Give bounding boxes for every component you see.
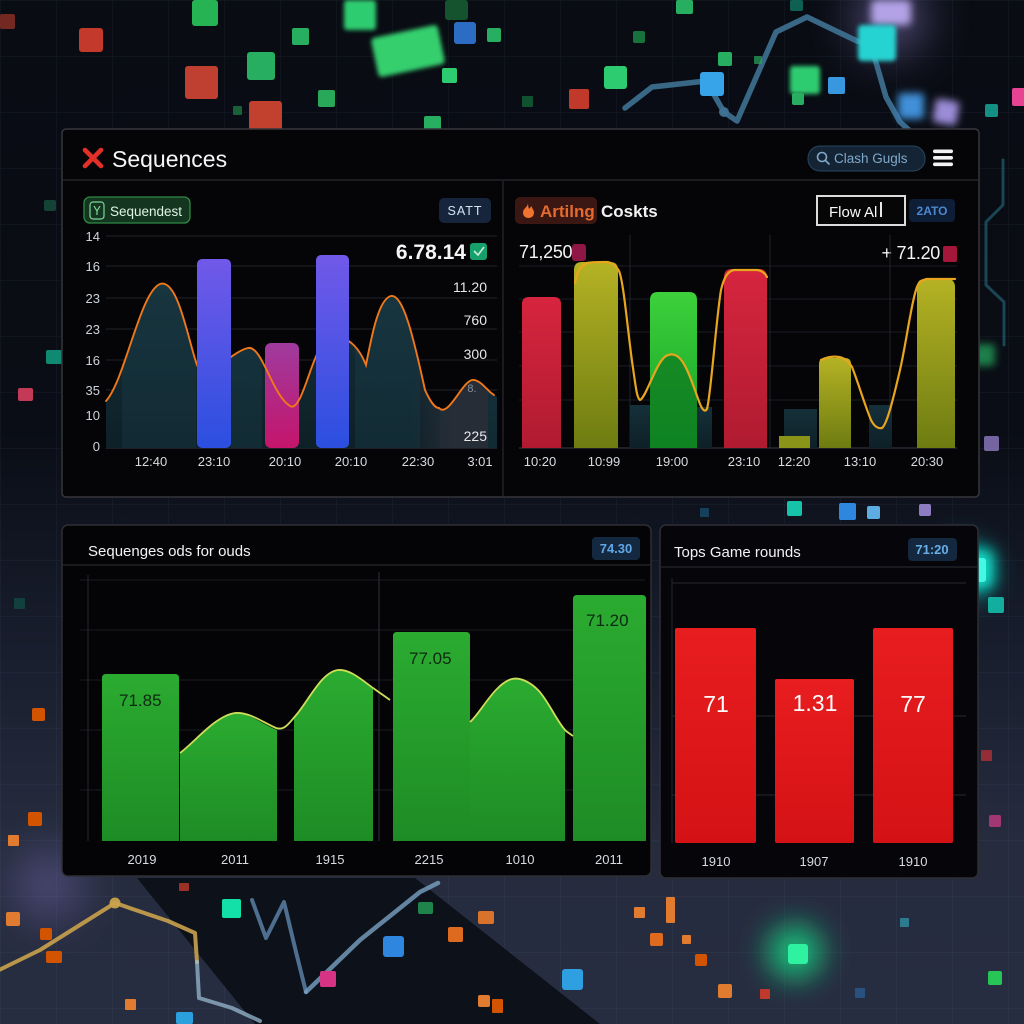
svg-text:14: 14 — [86, 229, 100, 244]
svg-text:+ 71.20: + 71.20 — [882, 243, 941, 263]
svg-text:2215: 2215 — [415, 852, 444, 867]
svg-text:Tops Game rounds: Tops Game rounds — [674, 544, 801, 561]
svg-text:8.: 8. — [467, 383, 476, 395]
svg-text:10:99: 10:99 — [588, 454, 621, 469]
svg-text:12:40: 12:40 — [135, 454, 168, 469]
svg-text:2011: 2011 — [595, 852, 623, 867]
svg-text:1915: 1915 — [316, 852, 345, 867]
svg-text:Sequences: Sequences — [112, 146, 227, 172]
svg-text:225: 225 — [464, 428, 488, 444]
svg-text:0: 0 — [93, 439, 100, 454]
svg-text:Artilng: Artilng — [540, 202, 595, 221]
svg-text:23:10: 23:10 — [198, 454, 231, 469]
svg-text:35: 35 — [86, 383, 100, 398]
svg-text:20:30: 20:30 — [911, 454, 944, 469]
svg-text:300: 300 — [464, 346, 488, 362]
svg-text:11.20: 11.20 — [453, 279, 487, 295]
svg-text:74.30: 74.30 — [600, 541, 633, 556]
svg-text:2011: 2011 — [221, 852, 249, 867]
svg-text:Sequendest: Sequendest — [110, 204, 182, 219]
svg-text:23:10: 23:10 — [728, 454, 761, 469]
svg-text:1010: 1010 — [506, 852, 535, 867]
svg-text:2ATO: 2ATO — [917, 204, 948, 218]
svg-text:16: 16 — [86, 353, 100, 368]
svg-text:1910: 1910 — [702, 854, 731, 869]
svg-text:6.78.14: 6.78.14 — [396, 241, 466, 264]
svg-text:71: 71 — [703, 691, 729, 717]
svg-text:16: 16 — [86, 259, 100, 274]
svg-text:71:20: 71:20 — [915, 542, 948, 557]
svg-text:Sequenges ods for ouds: Sequenges ods for ouds — [88, 543, 251, 560]
svg-text:71,250: 71,250 — [519, 242, 573, 262]
svg-text:20:10: 20:10 — [269, 454, 302, 469]
svg-text:1910: 1910 — [899, 854, 928, 869]
svg-text:23: 23 — [86, 322, 100, 337]
svg-text:77: 77 — [900, 691, 926, 717]
svg-text:10:20: 10:20 — [524, 454, 557, 469]
svg-text:71.85: 71.85 — [119, 691, 162, 710]
svg-text:20:10: 20:10 — [335, 454, 368, 469]
svg-text:12:20: 12:20 — [778, 454, 811, 469]
svg-text:22:30: 22:30 — [402, 454, 435, 469]
svg-text:Flow Al: Flow Al — [829, 204, 877, 221]
svg-text:77.05: 77.05 — [409, 649, 452, 668]
svg-text:19:00: 19:00 — [656, 454, 689, 469]
svg-text:Clash Gugls: Clash Gugls — [834, 151, 908, 166]
svg-text:Coskts: Coskts — [601, 202, 658, 221]
svg-text:SATT: SATT — [447, 204, 482, 218]
svg-text:1907: 1907 — [800, 854, 829, 869]
svg-text:23: 23 — [86, 291, 100, 306]
svg-text:760: 760 — [464, 312, 488, 328]
svg-text:3:01: 3:01 — [467, 454, 492, 469]
svg-text:71.20: 71.20 — [586, 611, 629, 630]
svg-text:13:10: 13:10 — [844, 454, 877, 469]
svg-text:1.31: 1.31 — [793, 690, 838, 716]
svg-text:2019: 2019 — [128, 852, 157, 867]
svg-text:10: 10 — [86, 408, 100, 423]
